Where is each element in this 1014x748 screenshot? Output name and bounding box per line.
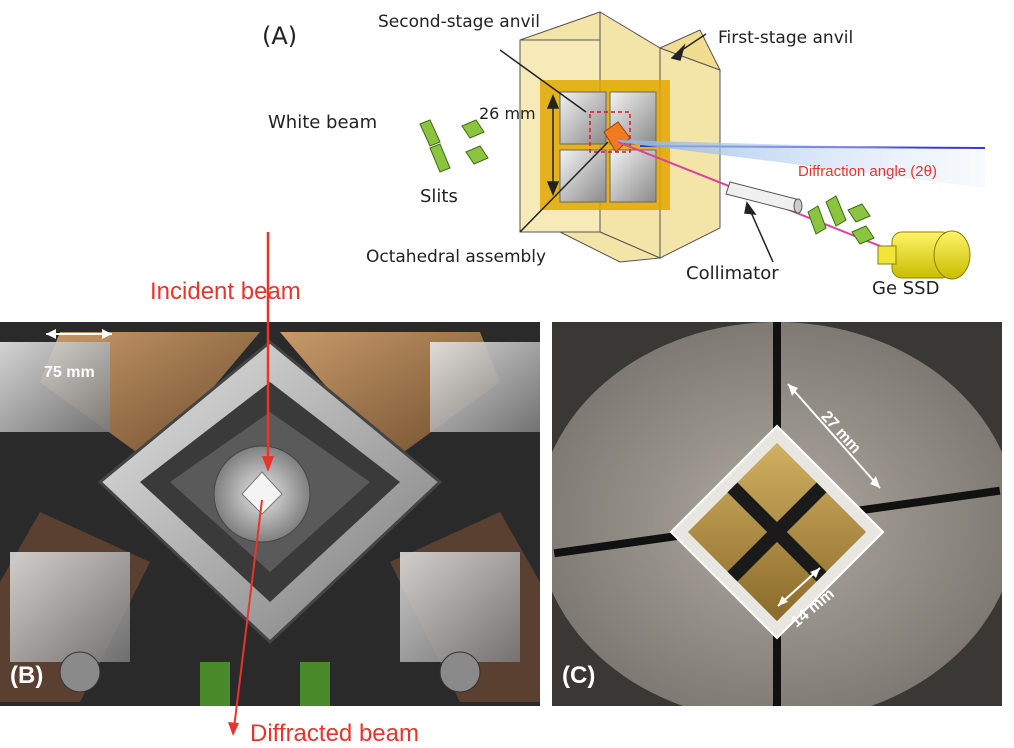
second-stage-leader — [499, 49, 587, 113]
panel-b: 75 mm (B) — [0, 322, 540, 706]
panel-b-letter: (B) — [10, 662, 44, 689]
collimator-label: Collimator — [686, 263, 779, 284]
collimator-shape — [725, 181, 803, 214]
size-26-label: 26 mm — [479, 104, 536, 123]
octahedral-assembly-label: Octahedral assembly — [366, 247, 547, 267]
panel-c-photo — [552, 322, 1002, 706]
panel-a: (A) Second-stage anvil First-stage anvil… — [0, 0, 1014, 310]
incident-beam-label: Incident beam — [150, 278, 301, 305]
panel-c-letter: (C) — [562, 662, 596, 689]
octahedral-leader — [519, 141, 609, 233]
ge-ssd-detector — [877, 230, 971, 280]
size-27-arrow — [787, 383, 881, 489]
second-stage-anvil-cubes — [559, 91, 657, 203]
ge-ssd-label: Ge SSD — [872, 278, 940, 299]
collimator-leader — [749, 209, 774, 263]
diffraction-angle-label: Diffraction angle (2θ) — [798, 163, 937, 180]
slits-shapes — [419, 119, 875, 245]
slits-label: Slits — [420, 186, 458, 207]
diffraction-fan — [618, 140, 985, 188]
size-75-label: 75 mm — [44, 364, 95, 381]
panel-b-photo — [0, 322, 540, 706]
white-beam-label: White beam — [268, 112, 378, 133]
panel-c: 27 mm 14 mm (C) — [552, 322, 1002, 706]
panel-a-letter: (A) — [262, 22, 298, 50]
panel-a-schematic — [372, 11, 986, 280]
first-stage-anvil-label: First-stage anvil — [718, 28, 854, 48]
second-stage-anvil-label: Second-stage anvil — [378, 12, 540, 32]
diffracted-beam-label: Diffracted beam — [250, 720, 419, 747]
